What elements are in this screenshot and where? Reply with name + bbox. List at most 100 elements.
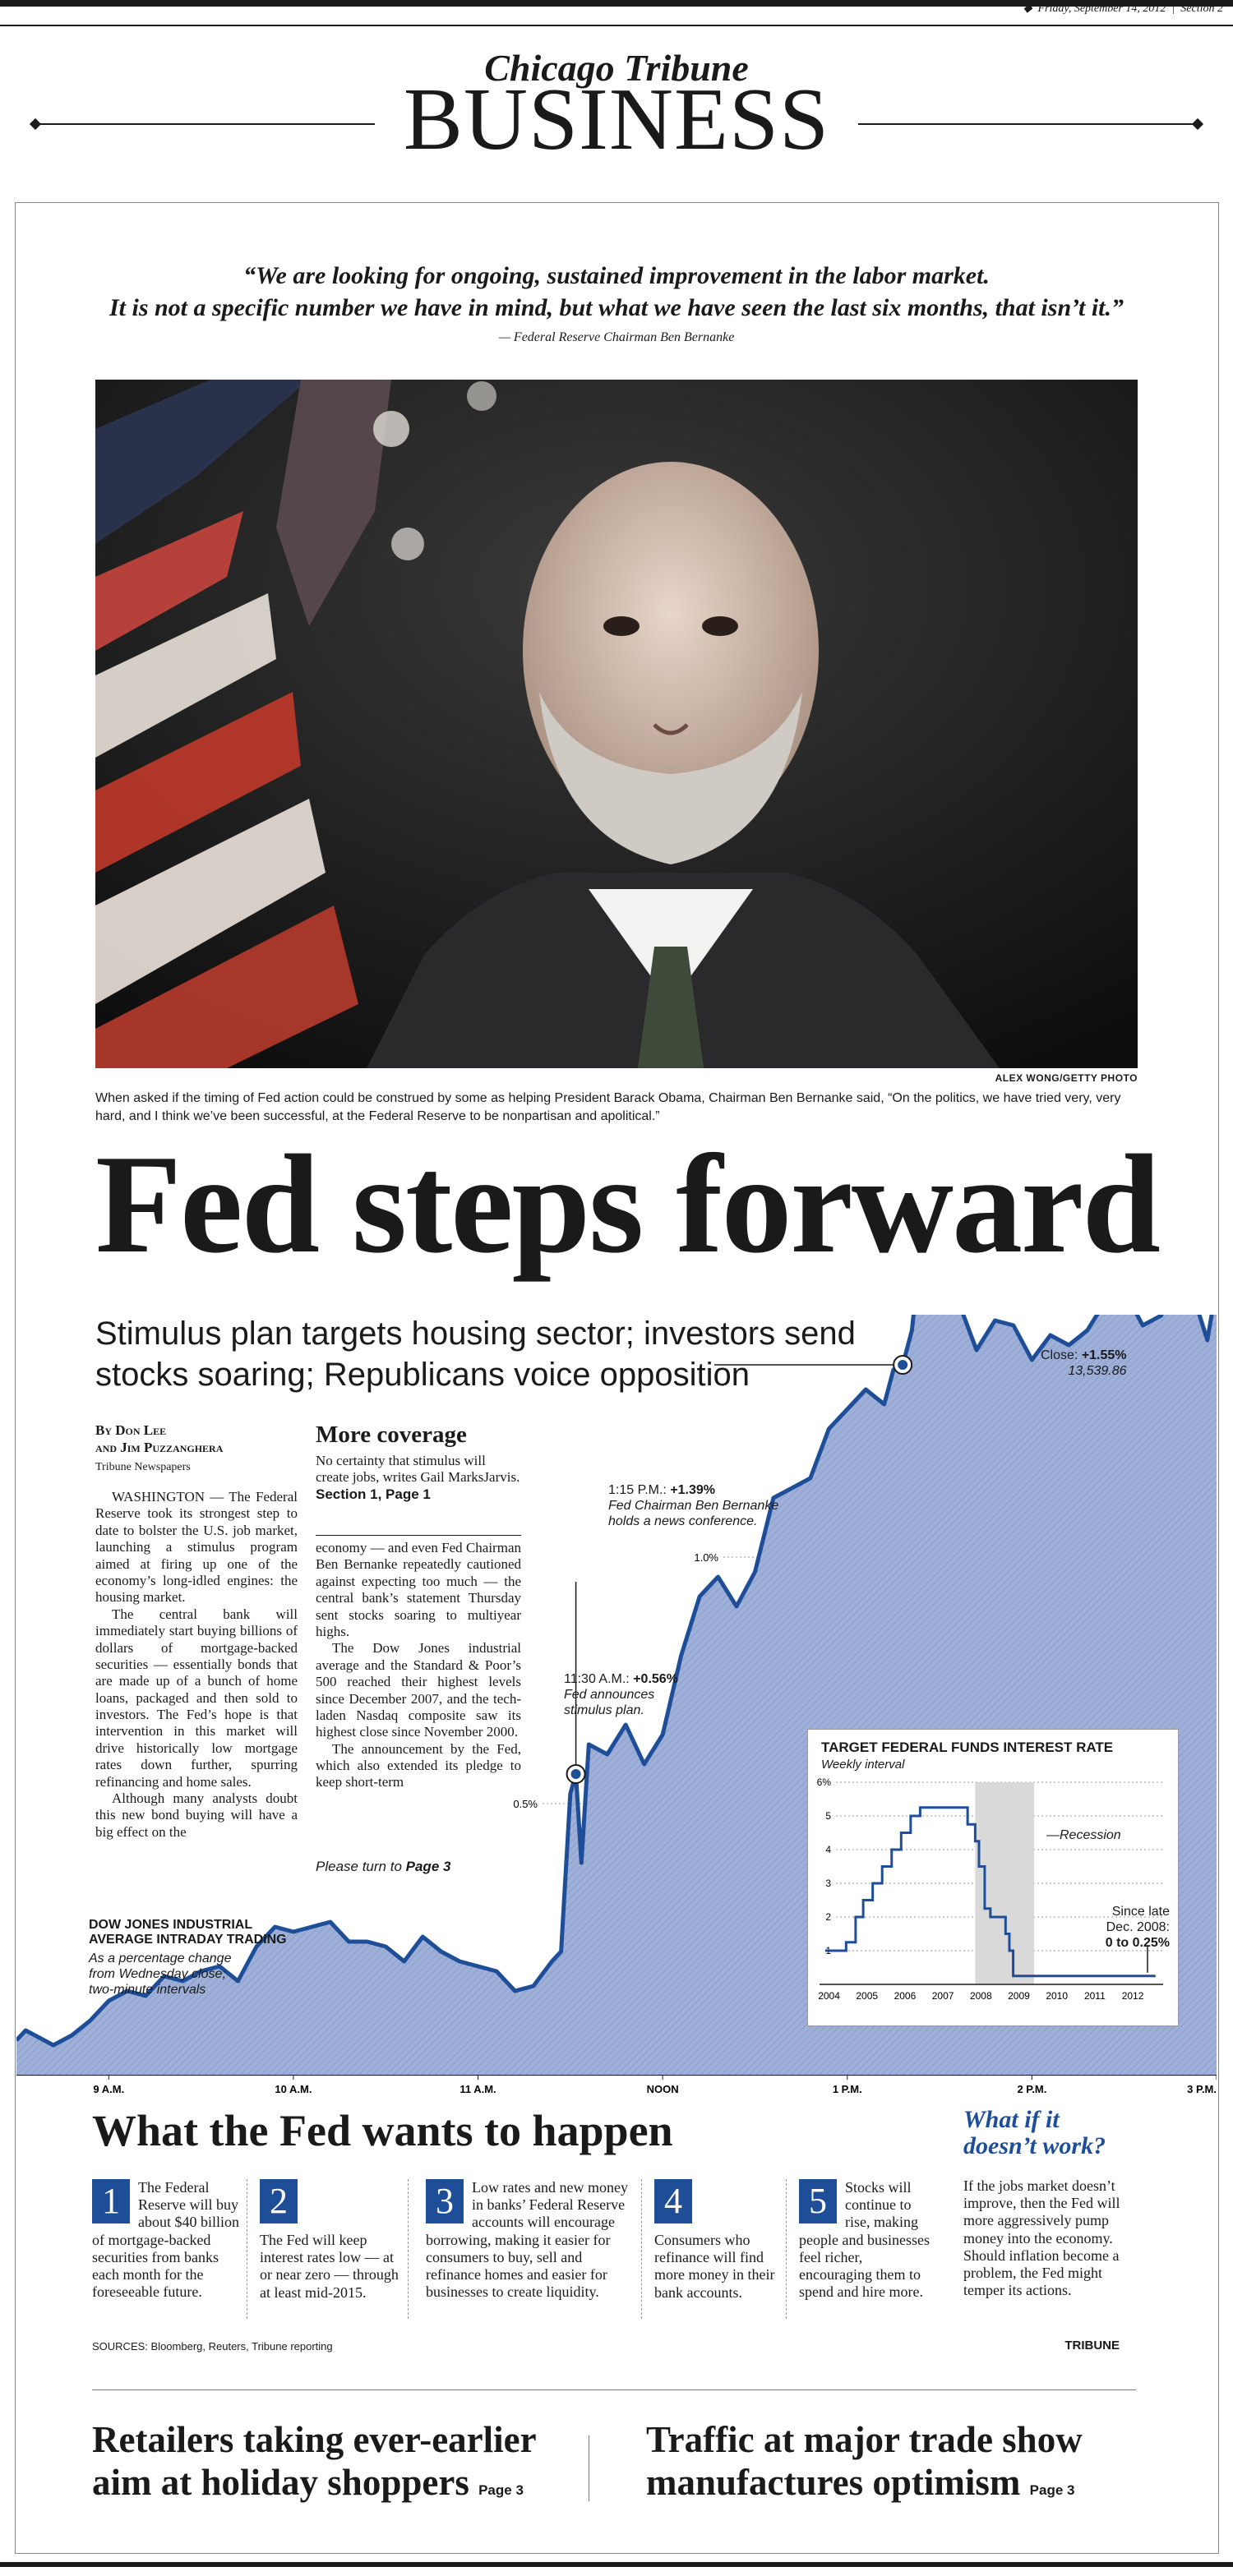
fed-funds-title: TARGET FEDERAL FUNDS INTEREST RATE [821, 1740, 1114, 1755]
paragraph: The announcement by the Fed, which also … [316, 1740, 521, 1790]
ff-x-tick: 2006 [894, 1990, 917, 2002]
ff-y-tick: 4 [825, 1844, 831, 1855]
story-column-2: economy — and even Fed Chairman Ben Bern… [316, 1540, 521, 1791]
recession-label: —Recession [1046, 1828, 1121, 1842]
step-number: 4 [654, 2179, 692, 2223]
dow-chart-subtitle: As a percentage change from Wednesday cl… [89, 1951, 231, 1998]
step-text: Consumers who refinance will find more m… [654, 2232, 775, 2301]
quote-line-2: It is not a specific number we have in m… [109, 294, 1124, 321]
more-coverage-text: No certainty that stimulus will create j… [316, 1453, 520, 1486]
close-label: Close: [1041, 1348, 1078, 1362]
bernanke-photo [95, 380, 1138, 1068]
ff-x-tick: 2012 [1122, 1990, 1144, 2002]
teaser-line-1: Traffic at major trade show [646, 2419, 1083, 2460]
step-number: 1 [92, 2179, 130, 2223]
ff-x-tick: 2010 [1046, 1990, 1068, 2002]
photo-caption: When asked if the timing of Fed action c… [95, 1091, 1121, 1123]
date-text: Friday, September 14, 2012 [1037, 2, 1166, 15]
press-conf-marker-dot [898, 1360, 908, 1370]
footer-rule [0, 2562, 1233, 2567]
teaser-page: Page 3 [1029, 2482, 1075, 2498]
dateline: ◆ Friday, September 14, 2012 | Section 2 [1023, 2, 1223, 15]
step-number: 5 [799, 2179, 837, 2223]
section-number: Section 2 [1180, 2, 1223, 15]
quote-line-1: “We are looking for ongoing, sustained i… [243, 262, 990, 289]
photo-illustration [95, 380, 1138, 1068]
fed-funds-subtitle: Weekly interval [821, 1758, 905, 1772]
wants-title: What the Fed wants to happen [92, 2106, 673, 2155]
ff-y-tick: 2 [825, 1911, 831, 1923]
jump-line[interactable]: Please turn to Page 3 [316, 1859, 521, 1875]
top-bar [0, 0, 1233, 7]
jump-text: Please turn to [316, 1859, 402, 1874]
jump-page: Page 3 [405, 1859, 451, 1874]
more-coverage-box: No certainty that stimulus will create j… [316, 1453, 521, 1503]
teaser-line-2: aim at holiday shoppers [92, 2461, 469, 2503]
y-tick-label: 1.5% [875, 1315, 899, 1317]
dow-title-line-2: AVERAGE INTRADAY TRADING [89, 1933, 287, 1947]
pull-quote: “We are looking for ongoing, sustained i… [49, 260, 1184, 324]
teaser-page: Page 3 [478, 2482, 524, 2498]
section-title: BUSINESS [403, 71, 830, 168]
more-coverage-heading: More coverage [316, 1422, 467, 1448]
ff-x-tick: 2004 [818, 1990, 840, 2002]
x-tick-label: 2 P.M. [1017, 2083, 1046, 2095]
photo-credit: ALEX WONG/GETTY PHOTO [995, 1072, 1138, 1084]
ff-y-tick: 5 [825, 1810, 831, 1822]
close-level: 13,539.86 [1068, 1364, 1127, 1379]
ann-time: 1:15 P.M.: [608, 1483, 667, 1497]
ann-line: Fed Chairman Ben Bernanke [608, 1499, 779, 1514]
graphic-credit: TRIBUNE [1064, 2339, 1120, 2353]
close-value: +1.55% [1081, 1348, 1127, 1362]
since-label: Since late Dec. 2008: 0 to 0.25% [1106, 1904, 1170, 1952]
ff-x-tick: 2007 [932, 1990, 954, 2002]
teaser-retailers[interactable]: Retailers taking ever-earlier aim at hol… [92, 2419, 602, 2505]
ann-value: +0.56% [633, 1672, 678, 1686]
masthead-rule-left [38, 123, 375, 125]
step-text: The Federal Reserve will buy about $40 b… [92, 2179, 239, 2301]
x-tick-label: 1 P.M. [833, 2083, 862, 2095]
step-divider [641, 2179, 642, 2319]
masthead-rule-right [858, 123, 1195, 125]
ff-y-tick: 3 [825, 1878, 831, 1889]
x-tick-label: 3 P.M. [1187, 2083, 1217, 2095]
dow-sub-3: two-minute intervals [89, 1983, 206, 1998]
dow-title-line-1: DOW JONES INDUSTRIAL [89, 1918, 253, 1932]
x-tick-label: 10 A.M. [275, 2083, 312, 2095]
ff-x-tick: 2008 [970, 1990, 992, 2002]
step-2: 2 The Fed will keep interest rates low —… [260, 2179, 399, 2302]
rate-range: 0 to 0.25% [1105, 1936, 1170, 1951]
teaser-line-1: Retailers taking ever-earlier [92, 2419, 537, 2460]
step-divider [786, 2179, 787, 2319]
x-tick-label: 9 A.M. [93, 2083, 124, 2095]
step-5: 5 Stocks will continue to rise, making p… [799, 2179, 935, 2302]
header-rule [0, 25, 1233, 26]
byline-author-2: and Jim Puzzanghera [95, 1440, 224, 1456]
content-frame [15, 202, 1219, 2554]
teaser-trade-show[interactable]: Traffic at major trade show manufactures… [646, 2419, 1156, 2505]
since-line-1: Since late [1111, 1905, 1170, 1919]
y-tick-label: 1.0% [694, 1551, 718, 1564]
dow-sub-2: from Wednesday close; [89, 1967, 226, 1982]
step-4: 4 Consumers who refinance will find more… [654, 2179, 778, 2302]
paragraph: WASHINGTON — The Federal Reserve took it… [95, 1489, 298, 1606]
annotation-press-conference: 1:15 P.M.: +1.39% Fed Chairman Ben Berna… [608, 1482, 778, 1530]
what-if-heading: What if it doesn’t work? [963, 2106, 1106, 2160]
ann-line: Fed announces [564, 1688, 655, 1703]
ff-x-tick: 2005 [856, 1990, 878, 2002]
dow-sub-1: As a percentage change [89, 1952, 232, 1965]
story-column-1: WASHINGTON — The Federal Reserve took it… [95, 1489, 298, 1841]
x-tick-label: 11 A.M. [459, 2083, 496, 2095]
paragraph: Although many analysts doubt this new bo… [95, 1790, 298, 1840]
x-tick-label: NOON [647, 2083, 679, 2095]
flag-graphic [95, 380, 496, 1068]
annotation-stimulus: 11:30 A.M.: +0.56% Fed announces stimulu… [564, 1671, 678, 1719]
diamond-icon: ◆ [1023, 2, 1038, 15]
step-1: 1 The Federal Reserve will buy about $40… [92, 2179, 240, 2302]
paragraph: economy — and even Fed Chairman Ben Bern… [316, 1540, 521, 1639]
byline-author-1: By Don Lee [95, 1422, 167, 1438]
teaser-rule [92, 2389, 1136, 2390]
more-coverage-link[interactable]: Section 1, Page 1 [316, 1486, 431, 1502]
step-divider [408, 2179, 409, 2319]
